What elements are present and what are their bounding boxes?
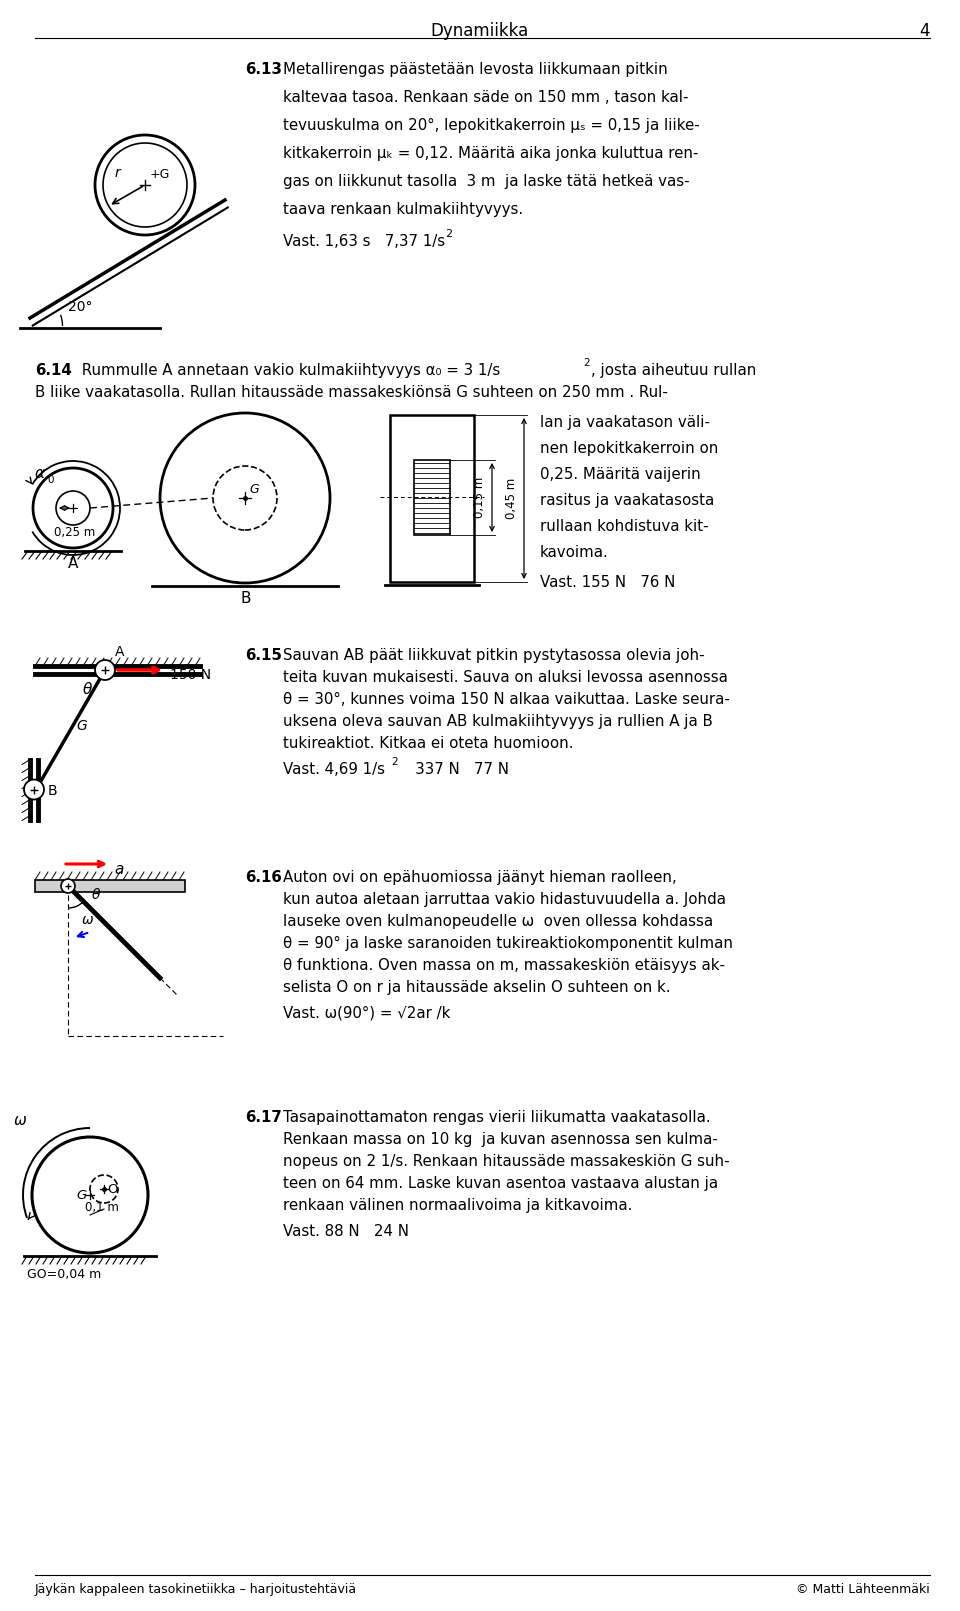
Text: nen lepokitkakerroin on: nen lepokitkakerroin on: [540, 441, 718, 456]
Text: , josta aiheutuu rullan: , josta aiheutuu rullan: [591, 362, 756, 379]
Text: Vast. 4,69 1/s: Vast. 4,69 1/s: [283, 762, 385, 777]
Text: Jäykän kappaleen tasokinetiikka – harjoitustehtäviä: Jäykän kappaleen tasokinetiikka – harjoi…: [35, 1584, 357, 1597]
Text: teen on 64 mm. Laske kuvan asentoa vastaava alustan ja: teen on 64 mm. Laske kuvan asentoa vasta…: [283, 1176, 718, 1191]
Bar: [414, 461, 450, 535]
Text: Vast. 155 N   76 N: Vast. 155 N 76 N: [540, 575, 676, 590]
Text: uksena oleva sauvan AB kulmakiihtyvyys ja rullien A ja B: uksena oleva sauvan AB kulmakiihtyvyys j…: [283, 714, 713, 730]
Text: r: r: [115, 166, 121, 180]
Text: B: B: [240, 591, 251, 606]
Text: GO=0,04 m: GO=0,04 m: [27, 1268, 101, 1281]
Text: θ: θ: [83, 681, 92, 698]
Text: kitkakerroin μₖ = 0,12. Määritä aika jonka kuluttua ren-: kitkakerroin μₖ = 0,12. Määritä aika jon…: [283, 147, 699, 161]
Text: 6.16: 6.16: [245, 870, 281, 884]
Text: θ = 90° ja laske saranoiden tukireaktiokomponentit kulman: θ = 90° ja laske saranoiden tukireaktiok…: [283, 936, 733, 950]
Text: 150 N: 150 N: [170, 669, 211, 681]
Text: 0,45 m: 0,45 m: [505, 477, 518, 519]
Text: 2: 2: [391, 757, 397, 767]
Bar: [390, 416, 474, 582]
Text: O: O: [107, 1182, 117, 1195]
Text: Sauvan AB päät liikkuvat pitkin pystytasossa olevia joh-: Sauvan AB päät liikkuvat pitkin pystytas…: [283, 648, 705, 664]
Text: kavoima.: kavoima.: [540, 545, 609, 561]
Text: Vast. ω(90°) = √2ar /k: Vast. ω(90°) = √2ar /k: [283, 1005, 450, 1021]
Text: 4: 4: [920, 23, 930, 40]
Circle shape: [24, 780, 44, 799]
Text: 0,1 m: 0,1 m: [85, 1200, 119, 1215]
Text: renkaan välinen normaalivoima ja kitkavoima.: renkaan välinen normaalivoima ja kitkavo…: [283, 1199, 633, 1213]
Text: © Matti Lähteenmäki: © Matti Lähteenmäki: [796, 1584, 930, 1597]
Text: Rummulle A annetaan vakio kulmakiihtyvyys α₀ = 3 1/s: Rummulle A annetaan vakio kulmakiihtyvyy…: [77, 362, 500, 379]
Text: tukireaktiot. Kitkaa ei oteta huomioon.: tukireaktiot. Kitkaa ei oteta huomioon.: [283, 736, 573, 751]
Text: rullaan kohdistuva kit-: rullaan kohdistuva kit-: [540, 519, 708, 533]
Text: teita kuvan mukaisesti. Sauva on aluksi levossa asennossa: teita kuvan mukaisesti. Sauva on aluksi …: [283, 670, 728, 685]
Text: B liike vaakatasolla. Rullan hitaussäde massakeskiönsä G suhteen on 250 mm . Rul: B liike vaakatasolla. Rullan hitaussäde …: [35, 385, 668, 400]
Text: gas on liikkunut tasolla  3 m  ja laske tätä hetkeä vas-: gas on liikkunut tasolla 3 m ja laske tä…: [283, 174, 689, 188]
Text: θ funktiona. Oven massa on m, massakeskiön etäisyys ak-: θ funktiona. Oven massa on m, massakeski…: [283, 959, 725, 973]
Text: Vast. 88 N   24 N: Vast. 88 N 24 N: [283, 1224, 409, 1239]
Text: a: a: [114, 862, 124, 876]
Text: lauseke oven kulmanopeudelle ω  oven ollessa kohdassa: lauseke oven kulmanopeudelle ω oven olle…: [283, 913, 713, 930]
Text: A: A: [115, 644, 125, 659]
Text: Dynamiikka: Dynamiikka: [431, 23, 529, 40]
Text: A: A: [68, 556, 79, 570]
Text: α: α: [35, 466, 45, 482]
Text: rasitus ja vaakatasosta: rasitus ja vaakatasosta: [540, 493, 714, 507]
Text: θ: θ: [92, 888, 101, 902]
Text: 337 N   77 N: 337 N 77 N: [401, 762, 509, 777]
Text: selista O on r ja hitaussäde akselin O suhteen on k.: selista O on r ja hitaussäde akselin O s…: [283, 979, 670, 996]
Text: 6.14: 6.14: [35, 362, 72, 379]
Text: ω: ω: [14, 1113, 27, 1128]
Text: 2: 2: [583, 358, 589, 367]
Text: 6.17: 6.17: [245, 1110, 282, 1124]
Text: taava renkaan kulmakiihtyvyys.: taava renkaan kulmakiihtyvyys.: [283, 201, 523, 217]
Text: O: O: [60, 878, 71, 892]
Text: 20°: 20°: [68, 300, 92, 314]
Text: Renkaan massa on 10 kg  ja kuvan asennossa sen kulma-: Renkaan massa on 10 kg ja kuvan asennoss…: [283, 1133, 718, 1147]
Text: nopeus on 2 1/s. Renkaan hitaussäde massakeskiön G suh-: nopeus on 2 1/s. Renkaan hitaussäde mass…: [283, 1153, 730, 1170]
Text: 2: 2: [445, 229, 452, 238]
Text: 0: 0: [47, 475, 54, 485]
Text: ω: ω: [82, 913, 94, 926]
Text: 0,25. Määritä vaijerin: 0,25. Määritä vaijerin: [540, 467, 701, 482]
Text: Tasapainottamaton rengas vierii liikumatta vaakatasolla.: Tasapainottamaton rengas vierii liikumat…: [283, 1110, 710, 1124]
Text: +G: +G: [150, 168, 170, 180]
Text: Vast. 1,63 s   7,37 1/s: Vast. 1,63 s 7,37 1/s: [283, 234, 445, 250]
Text: 0,15 m: 0,15 m: [473, 477, 486, 517]
Circle shape: [95, 661, 115, 680]
Text: 0,25 m: 0,25 m: [54, 527, 95, 540]
Text: kun autoa aletaan jarruttaa vakio hidastuvuudella a. Johda: kun autoa aletaan jarruttaa vakio hidast…: [283, 892, 726, 907]
Text: G: G: [76, 1189, 86, 1202]
Bar: [35, 880, 185, 892]
Text: lan ja vaakatason väli-: lan ja vaakatason väli-: [540, 416, 710, 430]
Text: B: B: [48, 783, 58, 797]
Text: Auton ovi on epähuomiossa jäänyt hieman raolleen,: Auton ovi on epähuomiossa jäänyt hieman …: [283, 870, 677, 884]
Circle shape: [61, 880, 75, 892]
Text: kaltevaa tasoa. Renkaan säde on 150 mm , tason kal-: kaltevaa tasoa. Renkaan säde on 150 mm ,…: [283, 90, 688, 105]
Text: tevuuskulma on 20°, lepokitkakerroin μₛ = 0,15 ja liike-: tevuuskulma on 20°, lepokitkakerroin μₛ …: [283, 118, 700, 134]
Text: 6.15: 6.15: [245, 648, 282, 664]
Text: G: G: [249, 483, 258, 496]
Text: G: G: [77, 719, 87, 733]
Text: θ = 30°, kunnes voima 150 N alkaa vaikuttaa. Laske seura-: θ = 30°, kunnes voima 150 N alkaa vaikut…: [283, 693, 730, 707]
Text: Metallirengas päästetään levosta liikkumaan pitkin: Metallirengas päästetään levosta liikkum…: [283, 61, 668, 77]
Text: 6.13: 6.13: [245, 61, 282, 77]
